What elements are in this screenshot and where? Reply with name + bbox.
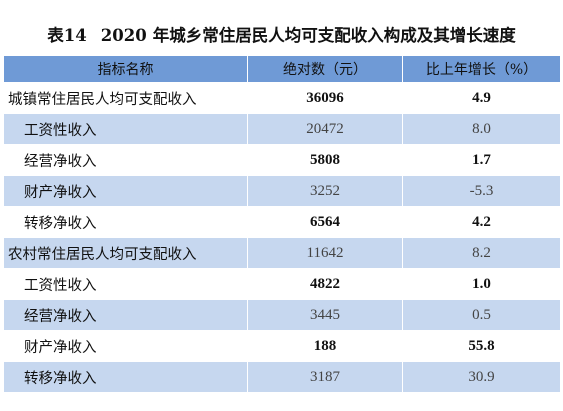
header-growth-rate: 比上年增长（%） xyxy=(402,55,561,83)
row-name: 财产净收入 xyxy=(3,175,248,207)
header-row: 指标名称 绝对数（元） 比上年增长（%） xyxy=(3,55,561,83)
row-growth: 8.0 xyxy=(402,113,561,145)
table-row: 财产净收入 3252 -5.3 xyxy=(3,175,561,207)
table-row: 工资性收入 4822 1.0 xyxy=(3,268,561,300)
table-row: 转移净收入 6564 4.2 xyxy=(3,206,561,238)
row-name: 农村常住居民人均可支配收入 xyxy=(3,237,248,269)
header-indicator-name: 指标名称 xyxy=(3,55,248,83)
row-growth: 4.9 xyxy=(402,82,561,114)
caption-year: 2020 xyxy=(100,26,147,45)
row-name: 城镇常住居民人均可支配收入 xyxy=(3,82,248,114)
row-value: 188 xyxy=(247,330,403,362)
table-row: 财产净收入 188 55.8 xyxy=(3,330,561,362)
row-growth: 0.5 xyxy=(402,299,561,331)
row-growth: 55.8 xyxy=(402,330,561,362)
row-growth: -5.3 xyxy=(402,175,561,207)
row-value: 3445 xyxy=(247,299,403,331)
table-row: 转移净收入 3187 30.9 xyxy=(3,361,561,393)
row-value: 3187 xyxy=(247,361,403,393)
row-value: 11642 xyxy=(247,237,403,269)
table-row: 农村常住居民人均可支配收入 11642 8.2 xyxy=(3,237,561,269)
row-name: 转移净收入 xyxy=(3,361,248,393)
caption-title: 年城乡常住居民人均可支配收入构成及其增长速度 xyxy=(152,26,516,45)
row-growth: 1.7 xyxy=(402,144,561,176)
row-value: 5808 xyxy=(247,144,403,176)
row-name: 转移净收入 xyxy=(3,206,248,238)
row-name: 工资性收入 xyxy=(3,268,248,300)
table-body: 城镇常住居民人均可支配收入 36096 4.9 工资性收入 20472 8.0 … xyxy=(3,82,561,393)
row-growth: 30.9 xyxy=(402,361,561,393)
income-table: 指标名称 绝对数（元） 比上年增长（%） 城镇常住居民人均可支配收入 36096… xyxy=(3,55,561,393)
row-growth: 4.2 xyxy=(402,206,561,238)
table-number: 表14 xyxy=(47,26,87,45)
table-row: 经营净收入 3445 0.5 xyxy=(3,299,561,331)
row-name: 经营净收入 xyxy=(3,299,248,331)
row-value: 20472 xyxy=(247,113,403,145)
row-value: 3252 xyxy=(247,175,403,207)
table-row: 工资性收入 20472 8.0 xyxy=(3,113,561,145)
table-row: 城镇常住居民人均可支配收入 36096 4.9 xyxy=(3,82,561,114)
table-header: 指标名称 绝对数（元） 比上年增长（%） xyxy=(3,55,561,83)
row-name: 工资性收入 xyxy=(3,113,248,145)
row-value: 4822 xyxy=(247,268,403,300)
table-row: 经营净收入 5808 1.7 xyxy=(3,144,561,176)
header-absolute-value: 绝对数（元） xyxy=(247,55,403,83)
row-name: 财产净收入 xyxy=(3,330,248,362)
row-growth: 1.0 xyxy=(402,268,561,300)
row-value: 36096 xyxy=(247,82,403,114)
row-growth: 8.2 xyxy=(402,237,561,269)
row-value: 6564 xyxy=(247,206,403,238)
row-name: 经营净收入 xyxy=(3,144,248,176)
table-caption: 表14 2020 年城乡常住居民人均可支配收入构成及其增长速度 xyxy=(3,22,560,49)
